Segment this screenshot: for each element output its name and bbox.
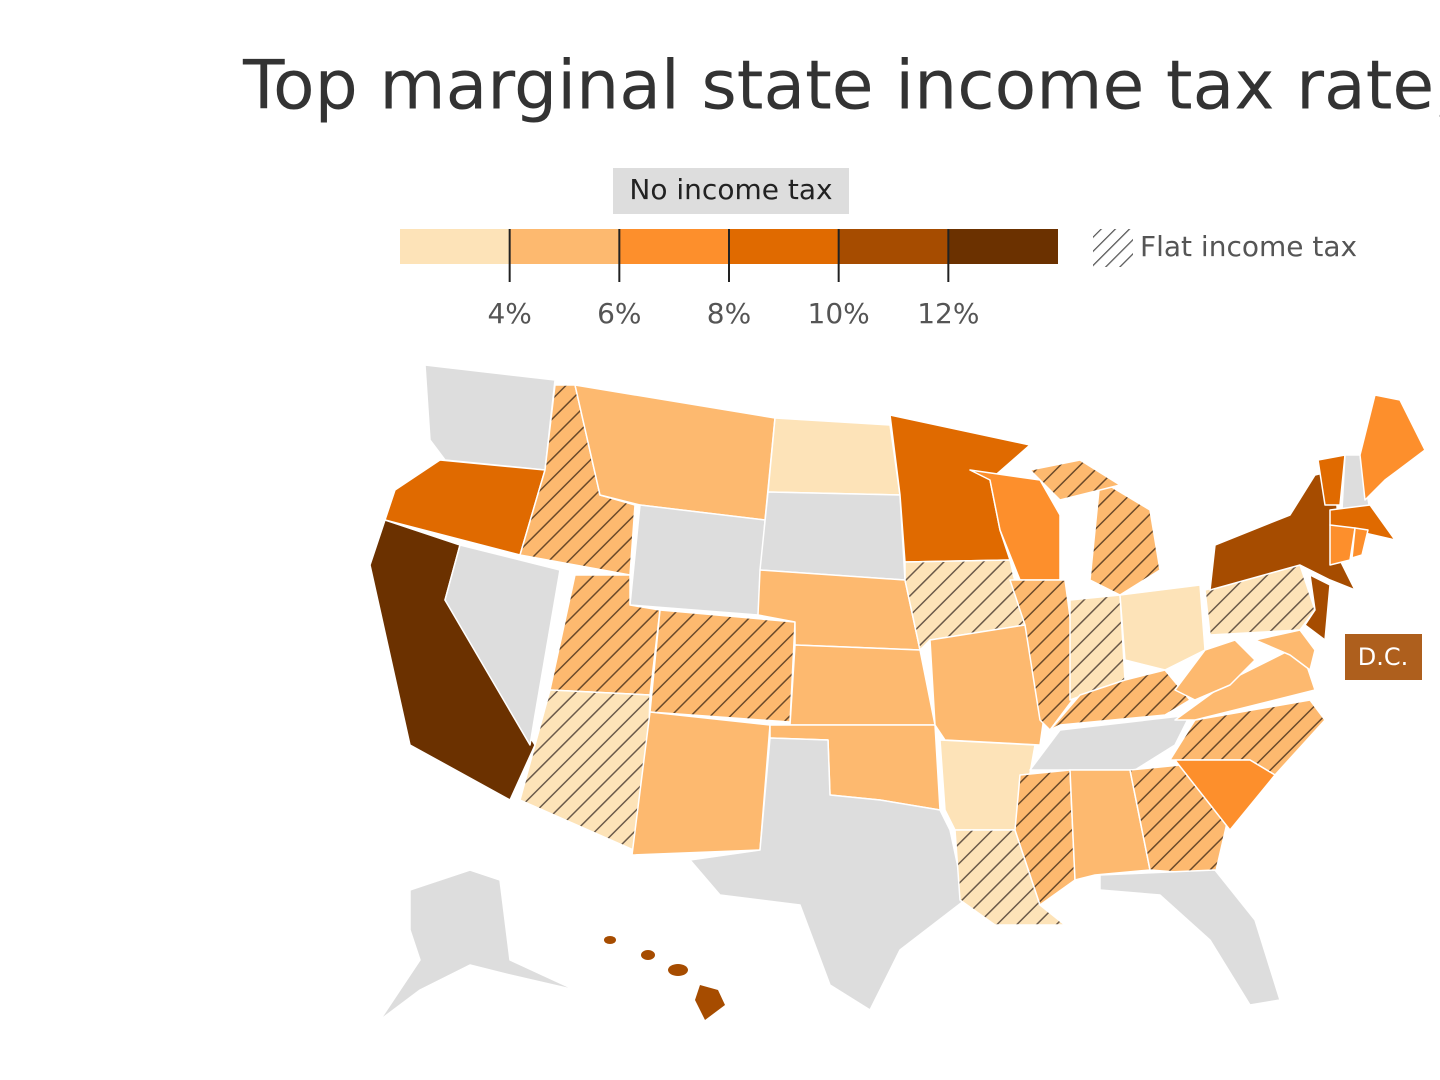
state <box>689 737 966 1011</box>
state <box>629 504 766 616</box>
legend-bin <box>948 229 1058 264</box>
state <box>519 689 651 856</box>
state <box>1351 527 1369 559</box>
state <box>604 936 616 944</box>
state <box>1174 759 1276 831</box>
state <box>1304 574 1331 641</box>
legend-tick-label: 8% <box>707 297 751 330</box>
dc-label: D.C. <box>1358 643 1409 671</box>
legend-bin <box>729 229 839 264</box>
state <box>1029 459 1121 501</box>
state <box>695 985 725 1020</box>
title: Top marginal state income tax rate, 20 <box>242 47 1440 126</box>
flat-tax-swatch <box>1093 229 1133 267</box>
legend-bin <box>509 229 620 264</box>
state <box>1089 479 1161 596</box>
state <box>379 869 576 1021</box>
legend-tick-label: 6% <box>597 297 641 330</box>
state <box>444 544 561 746</box>
state <box>767 417 901 496</box>
state <box>1254 629 1316 671</box>
state <box>1329 524 1356 566</box>
state <box>1069 769 1151 881</box>
state <box>1329 504 1396 541</box>
state <box>1317 454 1346 506</box>
legend-bin <box>619 229 729 264</box>
state <box>424 364 556 471</box>
legend-tick-label: 4% <box>487 297 531 330</box>
no-tax-swatch <box>613 168 849 214</box>
state <box>668 964 688 976</box>
state <box>1014 769 1076 906</box>
dc-marker <box>1345 634 1422 680</box>
states <box>369 364 1426 1021</box>
state <box>631 711 771 856</box>
state <box>759 491 906 581</box>
legend-bin <box>838 229 949 264</box>
no-tax-label: No income tax <box>629 173 832 206</box>
flat-tax-label: Flat income tax <box>1140 230 1357 263</box>
state <box>1359 394 1426 501</box>
color-legend: 4% 6% 8% 10% 12% <box>400 229 1058 330</box>
state <box>1209 469 1356 591</box>
state <box>1119 584 1206 671</box>
state <box>1049 669 1191 731</box>
state <box>384 459 546 556</box>
state <box>789 644 936 726</box>
legend-tick-label: 10% <box>808 297 870 330</box>
legend-bin <box>400 229 510 264</box>
state <box>1174 639 1256 701</box>
state <box>641 950 655 960</box>
state <box>1099 869 1281 1006</box>
legend-tick-label: 12% <box>917 297 979 330</box>
state <box>649 609 796 723</box>
